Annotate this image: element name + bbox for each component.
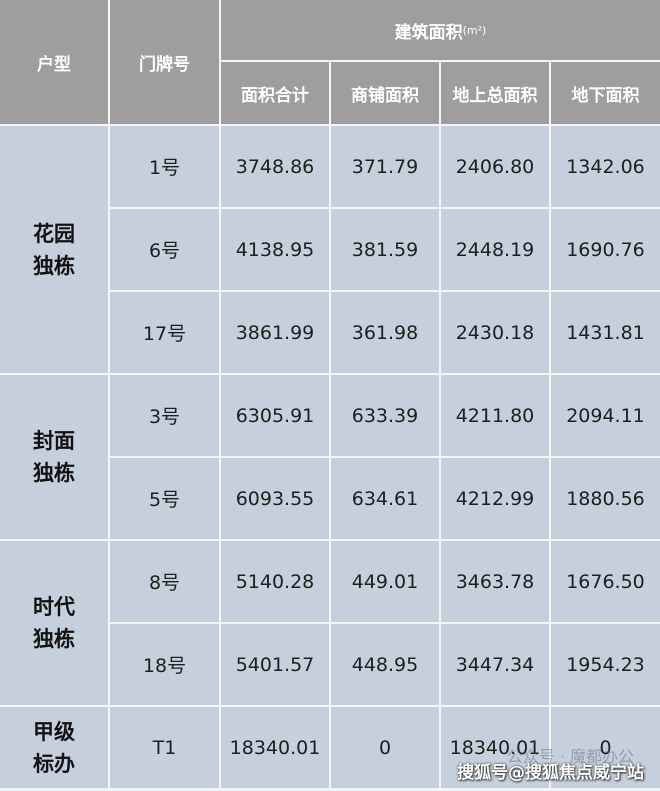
group-cell: 封面独栋 xyxy=(0,375,108,539)
table-cell: 5140.28 xyxy=(221,541,329,622)
group-cell: 花园独栋 xyxy=(0,126,108,373)
table-cell: 1954.23 xyxy=(551,624,660,705)
group-label: 封面独栋 xyxy=(33,429,75,485)
door-number: 5号 xyxy=(110,458,219,539)
door-number: 6号 xyxy=(110,209,219,290)
table-cell: 3861.99 xyxy=(221,292,329,373)
table-cell: 4138.95 xyxy=(221,209,329,290)
door-number: 18号 xyxy=(110,624,219,705)
table-cell: 1690.76 xyxy=(551,209,660,290)
table-cell: 3447.34 xyxy=(441,624,549,705)
table-cell: 6305.91 xyxy=(221,375,329,456)
table-cell: 1880.56 xyxy=(551,458,660,539)
header-area-unit: (m²) xyxy=(462,23,487,37)
table-cell: 6093.55 xyxy=(221,458,329,539)
door-number: 8号 xyxy=(110,541,219,622)
header-door: 门牌号 xyxy=(110,0,219,124)
header-area-label: 建筑面积 xyxy=(394,22,463,43)
table-cell: 381.59 xyxy=(331,209,439,290)
table-cell: 3748.86 xyxy=(221,126,329,207)
group-label: 甲级标办 xyxy=(33,719,75,776)
group-cell: 时代独栋 xyxy=(0,541,108,705)
group-cell: 甲级标办 xyxy=(0,707,108,788)
header-col: 地上总面积 xyxy=(441,62,549,124)
table-cell: 1676.50 xyxy=(551,541,660,622)
table-cell: 0 xyxy=(331,707,439,788)
table-cell: 634.61 xyxy=(331,458,439,539)
table-cell: 2448.19 xyxy=(441,209,549,290)
header-type: 户型 xyxy=(0,0,108,124)
table-cell: 448.95 xyxy=(331,624,439,705)
header-area-group: 建筑面积 (m²) xyxy=(221,0,660,60)
watermark-faint: 公众号 · 魔都办公 xyxy=(506,747,634,766)
door-number: 17号 xyxy=(110,292,219,373)
group-label: 花园独栋 xyxy=(33,221,75,278)
table-cell: 4211.80 xyxy=(441,375,549,456)
table-cell: 2094.11 xyxy=(551,375,660,456)
table-cell: 371.79 xyxy=(331,126,439,207)
table-cell: 2406.80 xyxy=(441,126,549,207)
header-col: 商铺面积 xyxy=(331,62,439,124)
header-col: 地下面积 xyxy=(551,62,660,124)
table-cell: 18340.01 xyxy=(221,707,329,788)
table-cell: 3463.78 xyxy=(441,541,549,622)
table-cell: 18340.01 xyxy=(441,707,549,788)
table-cell: 1431.81 xyxy=(551,292,660,373)
door-number: T1 xyxy=(110,707,219,788)
door-number: 1号 xyxy=(110,126,219,207)
table-cell: 361.98 xyxy=(331,292,439,373)
door-number: 3号 xyxy=(110,375,219,456)
table-cell: 4212.99 xyxy=(441,458,549,539)
group-label: 时代独栋 xyxy=(33,595,75,651)
header-col: 面积合计 xyxy=(221,62,329,124)
table-cell: 0 xyxy=(551,707,660,788)
table-cell: 449.01 xyxy=(331,541,439,622)
watermark: 搜狐号@搜狐焦点威宁站 xyxy=(457,763,644,783)
table-cell: 1342.06 xyxy=(551,126,660,207)
table-cell: 5401.57 xyxy=(221,624,329,705)
table-cell: 633.39 xyxy=(331,375,439,456)
table-cell: 2430.18 xyxy=(441,292,549,373)
